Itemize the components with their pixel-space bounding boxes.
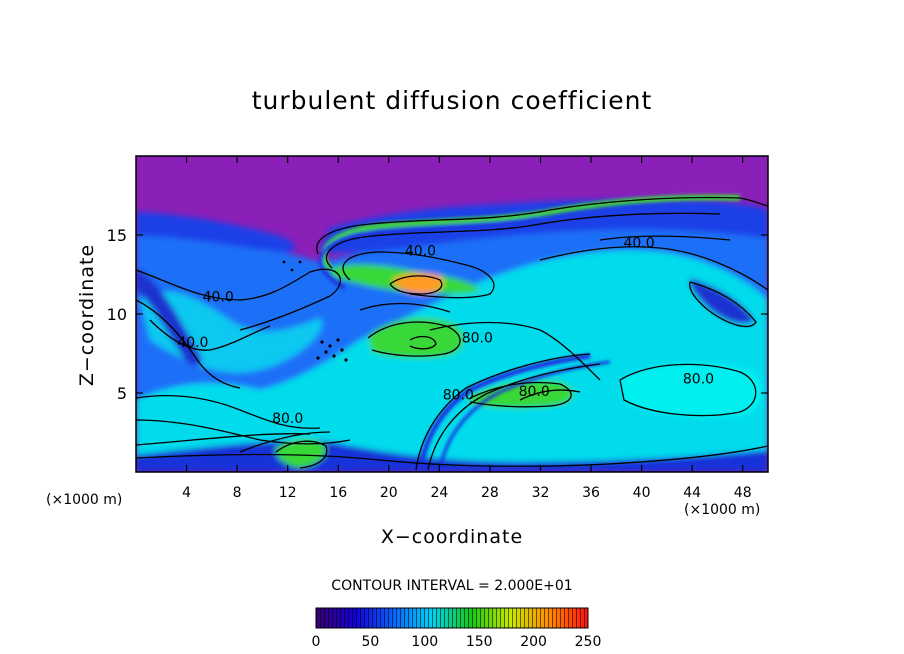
colorbar-tick-label: 0 — [312, 634, 321, 650]
contour-label: 80.0 — [443, 387, 474, 403]
colorbar-tick-label: 50 — [361, 634, 379, 650]
x-tick-label: 48 — [734, 485, 752, 501]
cyan-region — [136, 250, 768, 472]
x-tick-label: 8 — [233, 485, 242, 501]
contour-label: 80.0 — [519, 384, 550, 400]
x-tick-label: 28 — [481, 485, 499, 501]
colorbar: 0 50 100 150 200 250 — [312, 607, 602, 650]
tick-marks — [136, 156, 768, 472]
contour-label: 40.0 — [177, 335, 208, 351]
contour-labels: 40.0 40.0 40.0 40.0 80.0 80.0 80.0 80.0 80.0 — [177, 236, 714, 427]
contour-label: 80.0 — [272, 411, 303, 427]
blue-tongue — [136, 212, 295, 252]
green-region — [470, 380, 574, 409]
spiral-band — [319, 216, 541, 290]
blue-filament — [689, 278, 755, 325]
x-tick-label: 36 — [582, 485, 600, 501]
contour-label: 40.0 — [405, 244, 436, 260]
y-tick-labels: 5 10 15 — [107, 226, 127, 403]
x-tick-label: 20 — [380, 485, 398, 501]
x-axis-label: X−coordinate — [380, 526, 524, 548]
colorbar-tick-label: 100 — [411, 634, 438, 650]
y-tick-label: 10 — [107, 305, 127, 324]
colorbar-tick-label: 200 — [520, 634, 547, 650]
x-tick-labels: 4 8 12 16 20 24 28 32 36 40 44 48 — [182, 485, 752, 501]
contour-label: 40.0 — [203, 289, 234, 305]
jet-band — [417, 353, 591, 471]
colorbar-tick-label: 250 — [575, 634, 602, 650]
x-tick-label: 4 — [182, 485, 191, 501]
green-region — [275, 439, 327, 468]
blue-filament — [136, 268, 202, 366]
colorbar-stripes — [316, 608, 588, 628]
orange-core — [392, 273, 444, 294]
y-tick-label: 15 — [107, 226, 127, 245]
x-tick-label: 32 — [532, 485, 550, 501]
contour-label: 80.0 — [462, 330, 493, 346]
contour-label: 40.0 — [623, 236, 654, 252]
field — [136, 156, 768, 472]
contour-label: 80.0 — [683, 372, 714, 388]
colorbar-tick-labels: 0 50 100 150 200 250 — [312, 634, 602, 650]
blue-tongue — [320, 199, 768, 253]
cyan-lobe — [620, 363, 763, 418]
colorbar-frame — [315, 607, 589, 629]
contour-dots — [282, 260, 348, 362]
chart-title: turbulent diffusion coefficient — [251, 86, 653, 115]
contour-interval-label: CONTOUR INTERVAL = 2.000E+01 — [331, 578, 573, 594]
y-axis-label: Z−coordinate — [76, 243, 98, 387]
contour-lines — [136, 196, 768, 471]
x-tick-label: 44 — [683, 485, 701, 501]
y-tick-label: 5 — [117, 384, 127, 403]
colorbar-tick-label: 150 — [466, 634, 493, 650]
x-tick-label: 16 — [329, 485, 347, 501]
x-unit-label-left: (×1000 m) — [46, 492, 123, 508]
x-unit-label-right: (×1000 m) — [684, 502, 761, 518]
x-tick-label: 12 — [279, 485, 297, 501]
x-tick-label: 24 — [430, 485, 448, 501]
x-tick-label: 40 — [633, 485, 651, 501]
